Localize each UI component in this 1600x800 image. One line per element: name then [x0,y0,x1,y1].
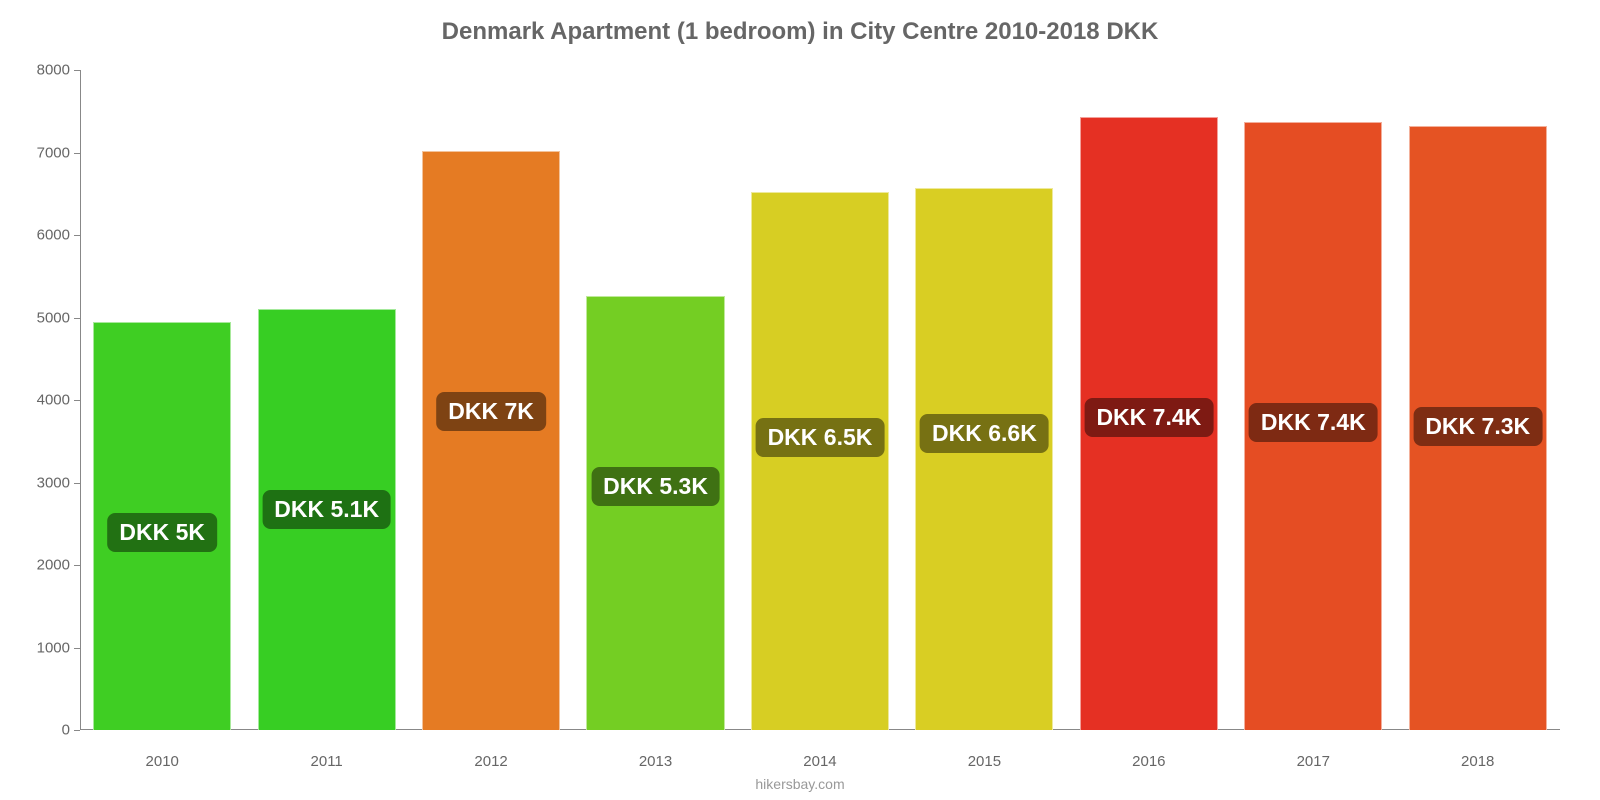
bar-slot: DKK 5.3K [573,70,737,730]
bar: DKK 7.4K [1080,117,1218,730]
x-tick-label: 2014 [738,753,902,770]
bar-value-label: DKK 7K [436,392,546,431]
bar-slot: DKK 5K [80,70,244,730]
bar-value-label: DKK 5.3K [591,467,720,506]
bar: DKK 5.1K [258,309,396,730]
x-tick-label: 2011 [244,753,408,770]
bar-value-label: DKK 7.3K [1413,407,1542,446]
bar-value-label: DKK 7.4K [1084,398,1213,437]
x-tick-label: 2015 [902,753,1066,770]
x-labels: 201020112012201320142015201620172018 [80,753,1560,770]
bar-slot: DKK 5.1K [244,70,408,730]
bar-value-label: DKK 6.6K [920,414,1049,453]
plot-area: 010002000300040005000600070008000 DKK 5K… [80,70,1560,730]
bar: DKK 7K [422,151,560,730]
x-tick-label: 2018 [1396,753,1560,770]
bar-value-label: DKK 7.4K [1249,403,1378,442]
bar-value-label: DKK 5.1K [262,490,391,529]
source-attribution: hikersbay.com [0,776,1600,792]
bar-value-label: DKK 6.5K [756,418,885,457]
x-tick-label: 2017 [1231,753,1395,770]
bar: DKK 6.5K [751,192,889,730]
y-tick-mark [74,730,80,731]
bar: DKK 6.6K [915,188,1053,730]
chart-container: Denmark Apartment (1 bedroom) in City Ce… [0,0,1600,800]
bar-slot: DKK 7.3K [1396,70,1560,730]
bar-slot: DKK 7.4K [1231,70,1395,730]
bars-group: DKK 5K DKK 5.1K DKK 7K DKK 5.3K DKK 6.5K DKK … [80,70,1560,730]
chart-title: Denmark Apartment (1 bedroom) in City Ce… [0,0,1600,46]
bar: DKK 7.4K [1244,122,1382,730]
x-tick-label: 2012 [409,753,573,770]
bar-slot: DKK 6.5K [738,70,902,730]
x-tick-label: 2010 [80,753,244,770]
bar-value-label: DKK 5K [107,513,217,552]
bar: DKK 5.3K [586,296,724,730]
x-tick-label: 2013 [573,753,737,770]
bar: DKK 7.3K [1409,126,1547,730]
bar-slot: DKK 6.6K [902,70,1066,730]
x-tick-label: 2016 [1067,753,1231,770]
bar-slot: DKK 7K [409,70,573,730]
bar: DKK 5K [93,322,231,730]
bar-slot: DKK 7.4K [1067,70,1231,730]
